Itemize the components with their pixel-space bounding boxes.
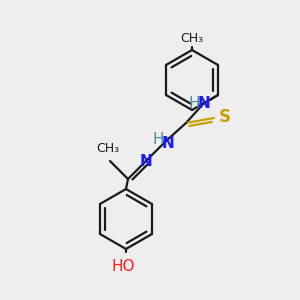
Text: N: N	[198, 95, 210, 110]
Text: H: H	[152, 131, 164, 146]
Text: CH₃: CH₃	[180, 32, 204, 45]
Text: S: S	[219, 108, 231, 126]
Text: HO: HO	[111, 259, 135, 274]
Text: N: N	[140, 154, 152, 169]
Text: N: N	[162, 136, 174, 151]
Text: H: H	[188, 95, 200, 110]
Text: CH₃: CH₃	[96, 142, 119, 155]
